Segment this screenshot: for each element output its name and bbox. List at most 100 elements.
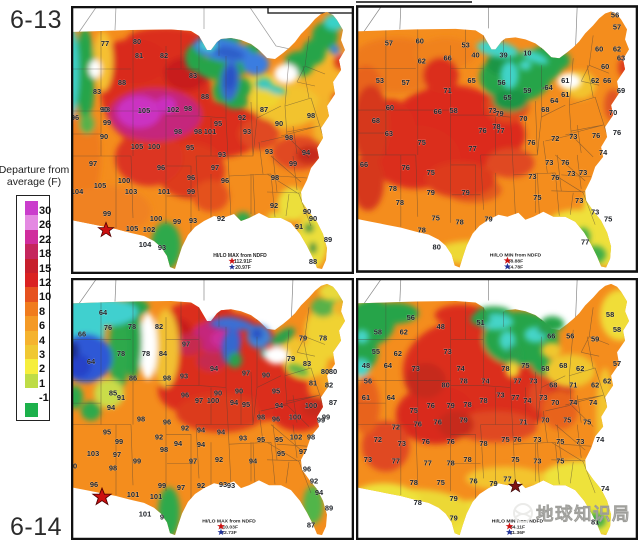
svg-text:78: 78: [319, 334, 327, 343]
svg-text:93: 93: [265, 147, 273, 156]
svg-text:78: 78: [410, 478, 418, 487]
svg-text:105: 105: [131, 142, 144, 151]
svg-text:14.78F: 14.78F: [508, 265, 523, 271]
svg-text:94: 94: [315, 488, 324, 497]
svg-text:77: 77: [581, 238, 589, 247]
svg-text:77: 77: [496, 126, 504, 135]
svg-text:61: 61: [362, 393, 370, 402]
svg-text:99: 99: [322, 413, 330, 422]
svg-text:98: 98: [174, 127, 182, 136]
svg-text:77: 77: [513, 377, 521, 386]
svg-text:60: 60: [416, 36, 424, 45]
svg-text:73: 73: [533, 435, 541, 444]
svg-text:93: 93: [239, 433, 247, 442]
svg-text:105: 105: [138, 106, 151, 115]
svg-text:101: 101: [158, 187, 171, 196]
svg-text:56: 56: [407, 313, 415, 322]
svg-text:81: 81: [135, 51, 143, 60]
svg-text:53: 53: [376, 76, 384, 85]
svg-text:56: 56: [566, 332, 574, 341]
svg-text:97: 97: [195, 396, 203, 405]
svg-text:76: 76: [478, 126, 486, 135]
svg-text:73: 73: [567, 169, 575, 178]
svg-text:76: 76: [469, 476, 477, 485]
svg-text:64: 64: [550, 96, 559, 105]
svg-text:40: 40: [471, 50, 479, 59]
svg-text:93: 93: [243, 127, 251, 136]
svg-text:100: 100: [207, 396, 219, 405]
svg-text:78: 78: [492, 122, 500, 131]
svg-text:66: 66: [444, 53, 452, 62]
svg-text:76: 76: [513, 435, 521, 444]
svg-text:82: 82: [160, 51, 168, 60]
svg-text:57: 57: [385, 38, 393, 47]
svg-text:95: 95: [275, 435, 283, 444]
svg-text:102: 102: [143, 225, 156, 234]
svg-text:78: 78: [455, 218, 463, 227]
svg-text:98: 98: [307, 432, 315, 441]
svg-text:94: 94: [302, 148, 311, 157]
svg-text:93: 93: [227, 481, 235, 490]
svg-text:92: 92: [197, 481, 205, 490]
svg-text:73: 73: [579, 168, 587, 177]
svg-text:96: 96: [181, 390, 189, 399]
svg-text:74: 74: [523, 396, 532, 405]
svg-text:97: 97: [211, 163, 219, 172]
svg-text:66: 66: [78, 330, 86, 339]
svg-text:70: 70: [609, 108, 617, 117]
svg-text:96: 96: [163, 418, 171, 427]
svg-text:95: 95: [277, 449, 285, 458]
svg-text:73: 73: [488, 106, 496, 115]
svg-text:77: 77: [468, 144, 476, 153]
svg-text:101: 101: [150, 492, 162, 501]
svg-text:56: 56: [497, 78, 505, 87]
svg-text:76: 76: [427, 401, 435, 410]
svg-text:64: 64: [384, 361, 393, 370]
svg-text:88: 88: [118, 78, 126, 87]
svg-text:98: 98: [160, 445, 168, 454]
svg-text:99: 99: [158, 481, 166, 490]
svg-text:87: 87: [307, 520, 315, 529]
svg-text:74: 74: [601, 484, 610, 493]
svg-text:98: 98: [137, 415, 145, 424]
svg-text:98: 98: [271, 173, 279, 182]
svg-text:75: 75: [418, 138, 426, 147]
svg-text:90: 90: [275, 119, 283, 128]
svg-text:70: 70: [551, 398, 559, 407]
svg-text:51: 51: [476, 318, 484, 327]
svg-text:82: 82: [155, 322, 163, 331]
svg-text:56: 56: [611, 10, 619, 19]
svg-text:100: 100: [305, 401, 317, 410]
svg-text:88.88F: 88.88F: [508, 259, 523, 265]
svg-text:68: 68: [541, 105, 549, 114]
svg-text:75: 75: [427, 168, 435, 177]
svg-text:HI/LO MIN from NDFD: HI/LO MIN from NDFD: [490, 253, 542, 259]
svg-text:105: 105: [126, 224, 139, 233]
svg-text:90: 90: [100, 132, 108, 141]
svg-text:101: 101: [139, 510, 151, 519]
svg-text:81: 81: [309, 379, 317, 388]
svg-text:95: 95: [186, 143, 194, 152]
svg-text:78: 78: [479, 439, 487, 448]
svg-text:92: 92: [310, 476, 318, 485]
svg-text:97: 97: [189, 457, 197, 466]
svg-text:62: 62: [576, 364, 584, 373]
svg-text:69: 69: [617, 86, 625, 95]
svg-text:76: 76: [551, 173, 559, 182]
svg-text:59: 59: [591, 335, 599, 344]
svg-text:76: 76: [434, 418, 442, 427]
svg-text:95: 95: [272, 386, 280, 395]
svg-text:9: 9: [160, 513, 164, 522]
svg-text:75: 75: [556, 437, 564, 446]
svg-text:80: 80: [321, 367, 329, 376]
svg-text:地球知识局: 地球知识局: [536, 504, 631, 524]
svg-text:78: 78: [396, 198, 404, 207]
svg-text:77: 77: [392, 457, 400, 466]
svg-text:72: 72: [551, 134, 559, 143]
svg-text:73: 73: [529, 377, 537, 386]
svg-text:99: 99: [115, 437, 123, 446]
svg-text:98: 98: [285, 133, 293, 142]
svg-text:99: 99: [103, 118, 111, 127]
svg-text:76: 76: [527, 138, 535, 147]
svg-text:87: 87: [329, 398, 337, 407]
